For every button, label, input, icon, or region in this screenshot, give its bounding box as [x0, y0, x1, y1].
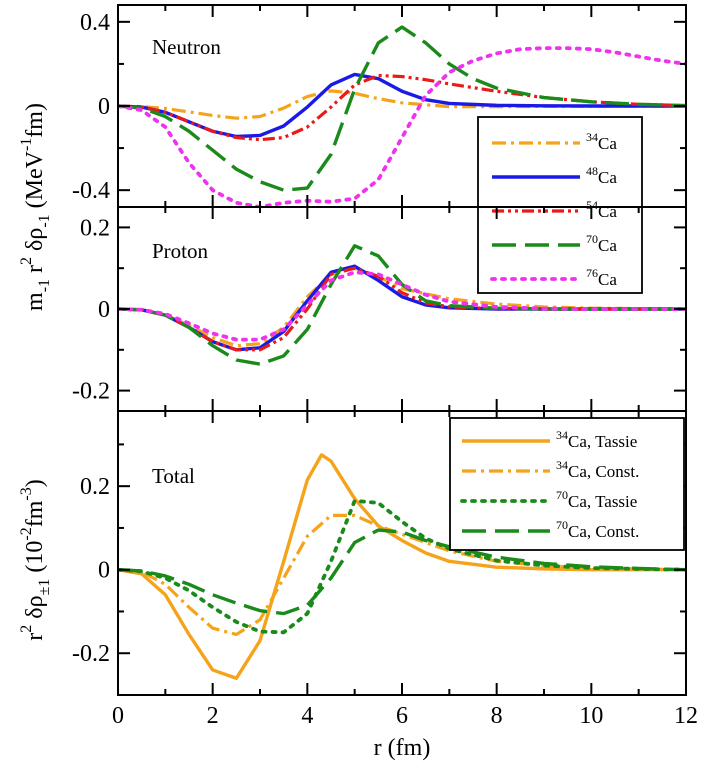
y-axis-title-upper: m-1 r2 δρ-1 (MeV-1fm): [18, 103, 53, 311]
y-tick-label: -0.2: [72, 641, 110, 667]
series-line-70ca-tassie: [118, 498, 686, 635]
series-line-34ca-tassie: [118, 453, 686, 680]
panel-label-neutron: Neutron: [152, 35, 221, 59]
legend-label: 76Ca: [586, 266, 617, 289]
x-tick-labels: 0 2 4 6 8 10 12: [112, 703, 698, 729]
series-line-54ca: [118, 73, 686, 142]
total-panel: Total 0.2 0 -0.2 34Ca, Tassie 34Ca, Const. 7…: [72, 410, 687, 696]
x-tick-label: 4: [301, 703, 313, 729]
legend-label: 34Ca, Const.: [556, 458, 639, 481]
y-tick-label: 0: [98, 558, 110, 584]
legend-label: 34Ca: [586, 130, 617, 153]
proton-panel: Proton 0.2 0 -0.2: [72, 206, 687, 412]
total-series-group: [118, 453, 686, 680]
legend-total: 34Ca, Tassie 34Ca, Const. 70Ca, Tassie 70Ca…: [449, 417, 685, 551]
neutron-axes: 0.4 0 -0.4: [72, 4, 687, 208]
series-line-76ca: [118, 46, 686, 207]
neutron-series-group: [118, 25, 686, 207]
x-tick-label: 10: [579, 703, 603, 729]
legend-label: 34Ca, Tassie: [556, 428, 637, 451]
legend-box: [477, 116, 643, 294]
legend-label: 70Ca, Const.: [556, 518, 639, 541]
y-tick-label: -0.4: [72, 178, 110, 204]
x-tick-label: 6: [396, 703, 408, 729]
y-tick-label: 0.2: [80, 215, 110, 241]
y-tick-label: -0.2: [72, 379, 110, 405]
y-tick-label: 0.2: [80, 474, 110, 500]
legend-label: 70Ca: [586, 232, 617, 255]
x-axis-title: r (fm): [374, 735, 431, 761]
panel-label-proton: Proton: [152, 239, 209, 263]
series-line-70ca: [118, 25, 686, 192]
series-line-70ca-const: [118, 528, 686, 616]
y-tick-label: 0.4: [80, 10, 110, 36]
x-tick-label: 2: [207, 703, 219, 729]
y-tick-label: 0: [98, 297, 110, 323]
legend-label: 70Ca, Tassie: [556, 488, 637, 511]
series-line-76ca: [118, 270, 686, 342]
x-tick-label: 12: [674, 703, 698, 729]
legend-label: 48Ca: [586, 164, 617, 187]
x-tick-label: 0: [112, 703, 124, 729]
total-axes: 0.2 0 -0.2: [72, 410, 687, 696]
proton-series-group: [118, 244, 686, 366]
y-tick-label: 0: [98, 94, 110, 120]
y-axis-title-lower: r2 δρ±1 (10-2fm-3): [18, 479, 53, 640]
x-tick-label: 8: [491, 703, 503, 729]
panel-label-total: Total: [152, 464, 195, 488]
